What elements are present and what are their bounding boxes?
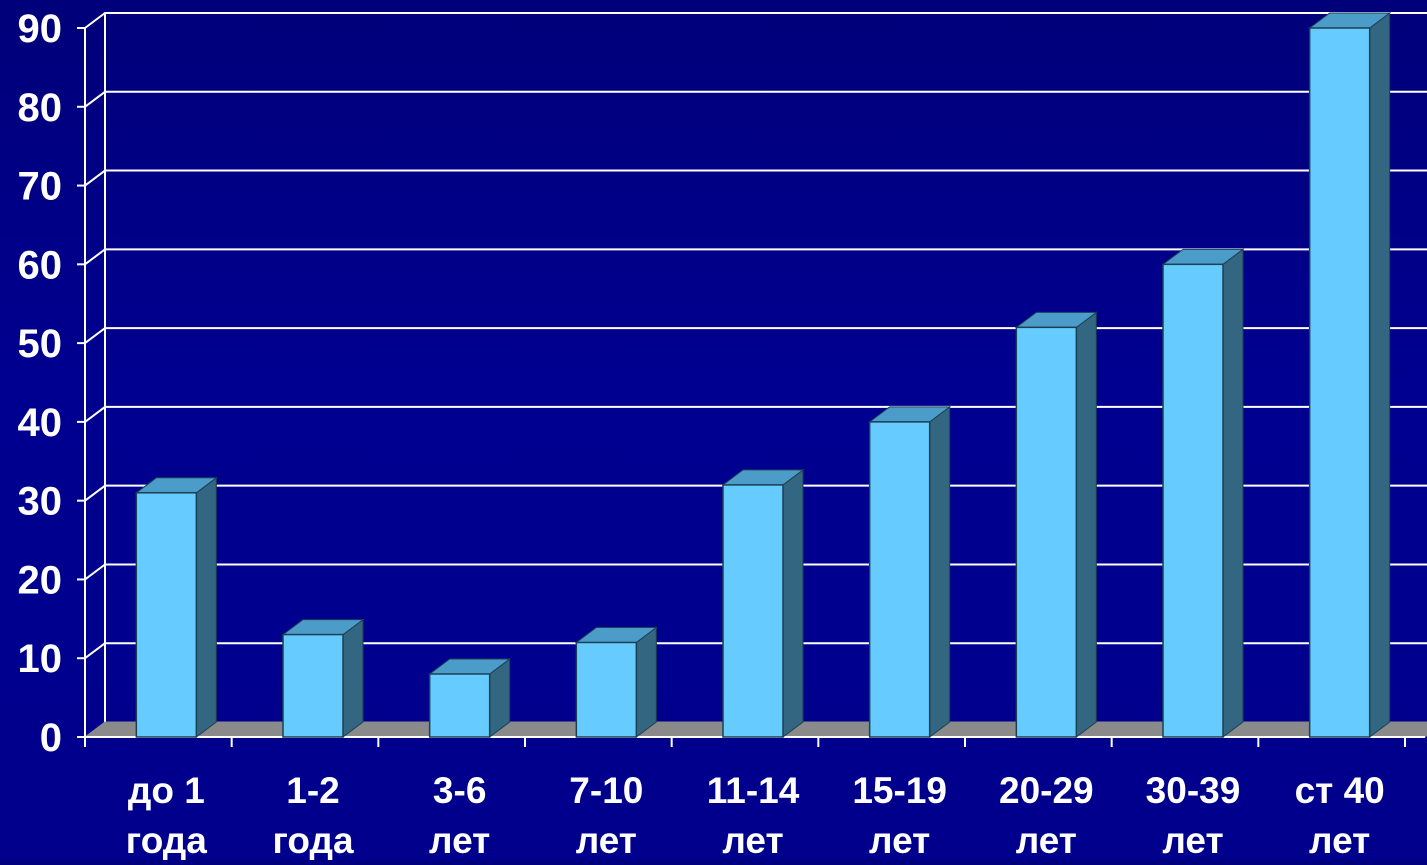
chart-walls — [84, 13, 106, 737]
bar — [721, 468, 805, 738]
bar — [868, 405, 952, 738]
x-tick-label-line: ст 40 — [1295, 770, 1385, 811]
x-tick-label: 3-6 лет — [429, 770, 490, 860]
bar-front-face — [1308, 27, 1371, 738]
bar-side-face — [782, 468, 804, 738]
x-tick-label-line: лет — [1309, 820, 1370, 860]
x-tick-label-line: года — [126, 820, 208, 860]
y-tick-label: 50 — [18, 322, 63, 366]
bar — [281, 618, 365, 738]
y-tick-label: 10 — [18, 637, 63, 681]
y-tick-label: 30 — [18, 480, 63, 524]
bar-front-face — [575, 641, 638, 738]
gridline — [84, 169, 1427, 187]
gridline — [84, 642, 1427, 660]
x-tick-label: 7-10 лет — [569, 770, 643, 860]
bar-side-face — [635, 626, 657, 738]
x-tick-label-line: лет — [722, 820, 783, 860]
x-tick-label-line: лет — [1162, 820, 1223, 860]
y-tick-label: 60 — [18, 243, 63, 287]
x-tick-label-line: лет — [1016, 820, 1077, 860]
bar-side-face — [342, 618, 364, 738]
gridline — [84, 248, 1427, 266]
gridline — [84, 12, 1427, 29]
bar — [1308, 12, 1392, 738]
y-tick-label: 80 — [18, 86, 63, 130]
bar-side-face — [1222, 248, 1244, 738]
x-tick-label: ст 40 лет — [1295, 770, 1385, 860]
bar-side-face — [1075, 311, 1097, 738]
bar — [1161, 248, 1245, 738]
x-tick-label-line: 15-19 — [852, 770, 947, 811]
bar-front-face — [868, 421, 931, 738]
y-tick-label: 20 — [18, 558, 63, 602]
bar-front-face — [282, 633, 344, 738]
bar-front-face — [1162, 263, 1224, 738]
y-tick-label: 70 — [18, 165, 63, 209]
bar-front-face — [428, 673, 491, 738]
x-tick-label-line: 20-29 — [999, 770, 1094, 811]
gridline — [84, 484, 1427, 502]
gridlines — [84, 12, 1427, 660]
x-tick-label-line: 30-39 — [1146, 770, 1241, 811]
bar-front-face — [722, 484, 784, 738]
x-tick-label-line: лет — [869, 820, 930, 860]
bar — [428, 657, 512, 738]
y-tick-label: 0 — [40, 716, 62, 760]
x-tick-label: 11-14 лет — [707, 770, 800, 860]
bars — [134, 12, 1392, 738]
gridline — [84, 563, 1427, 581]
bar — [1014, 311, 1098, 738]
x-tick-label: 20-29 лет — [999, 770, 1094, 860]
gridline — [84, 405, 1427, 423]
x-tick-label: 15-19 лет — [852, 770, 947, 860]
bar-front-face — [135, 492, 198, 738]
y-tick-label: 40 — [18, 401, 63, 445]
gridline — [84, 90, 1427, 108]
bar-side-face — [1369, 12, 1391, 738]
x-tick-label: до 1 года — [126, 770, 208, 860]
x-tick-label-line: лет — [576, 820, 637, 860]
bar-front-face — [1015, 326, 1078, 738]
bar-side-face — [929, 405, 951, 738]
bar-side-face — [195, 476, 217, 738]
x-tick-label: 1-2 года — [272, 770, 354, 860]
x-tick-label-line: до 1 — [128, 770, 205, 811]
x-tick-label-line: года — [272, 820, 354, 860]
y-tick-label: 90 — [18, 7, 63, 51]
x-tick-label: 30-39 лет — [1146, 770, 1241, 860]
gridline — [84, 327, 1427, 344]
x-tick-label-line: 3-6 — [433, 770, 486, 811]
x-tick-label-line: лет — [429, 820, 490, 860]
bar — [574, 626, 658, 738]
x-tick-label-line: 7-10 — [569, 770, 643, 811]
bar — [134, 476, 218, 738]
y-axis-ticks: 0 10 20 30 40 50 60 70 80 90 — [18, 7, 63, 760]
x-tick-label-line: 1-2 — [286, 770, 339, 811]
x-tick-label-line: 11-14 — [707, 770, 800, 811]
